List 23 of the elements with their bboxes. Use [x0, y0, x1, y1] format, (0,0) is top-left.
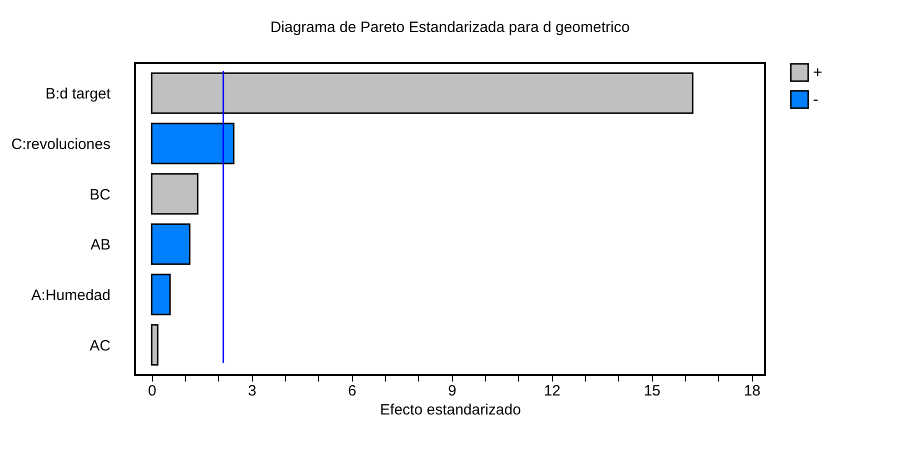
x-tick-label: 18 — [744, 382, 761, 400]
y-tick-label: C:revoluciones — [11, 136, 110, 153]
y-tick-label: B:d target — [45, 86, 112, 103]
bar — [150, 72, 694, 114]
y-tick-label: BC — [90, 186, 111, 204]
bar — [150, 173, 198, 215]
legend-label: + — [813, 64, 822, 82]
legend-label: - — [813, 92, 818, 108]
bar — [150, 122, 234, 164]
x-tick-label: 12 — [544, 382, 561, 400]
y-tick-label: AC — [90, 337, 111, 354]
chart-title: Diagrama de Pareto Estandarizada para d geometrico — [270, 19, 630, 36]
x-axis-title: Efecto estandarizado — [380, 402, 521, 418]
y-tick-label: A:Humedad — [31, 287, 110, 304]
x-tick-label: 9 — [448, 382, 456, 400]
x-tick-label: 6 — [348, 382, 356, 400]
x-tick-label: 0 — [148, 382, 156, 400]
bar — [150, 223, 190, 265]
x-tick-label: 15 — [644, 382, 661, 400]
x-tick-label: 3 — [248, 382, 256, 400]
bar — [150, 274, 171, 316]
bar — [150, 324, 158, 366]
y-tick-label: AB — [90, 236, 110, 254]
